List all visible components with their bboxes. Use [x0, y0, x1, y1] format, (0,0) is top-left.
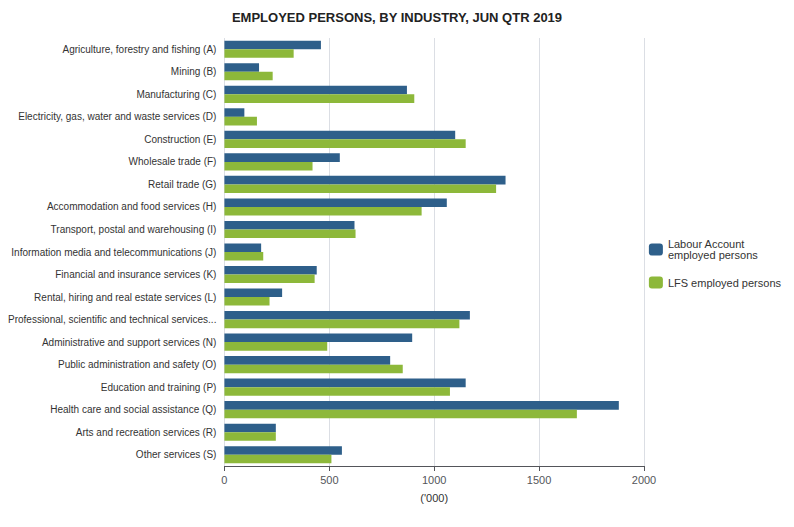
- svg-text:('000): ('000): [420, 492, 448, 504]
- svg-text:Mining (B): Mining (B): [171, 66, 217, 77]
- svg-text:Manufacturing (C): Manufacturing (C): [136, 89, 216, 100]
- svg-text:Rental, hiring and real estate: Rental, hiring and real estate services …: [34, 292, 216, 303]
- svg-text:Administrative and support ser: Administrative and support services (N): [42, 337, 217, 348]
- svg-text:500: 500: [320, 474, 338, 486]
- svg-text:Wholesale trade (F): Wholesale trade (F): [129, 156, 217, 167]
- svg-text:Health care and social assista: Health care and social assistance (Q): [50, 404, 216, 415]
- svg-text:Public administration and safe: Public administration and safety (O): [58, 359, 216, 370]
- svg-text:1500: 1500: [527, 474, 551, 486]
- svg-text:Retail trade (G): Retail trade (G): [148, 179, 216, 190]
- svg-text:employed persons: employed persons: [668, 249, 758, 261]
- svg-text:0: 0: [221, 474, 227, 486]
- svg-text:Arts and recreation services (: Arts and recreation services (R): [76, 427, 217, 438]
- svg-text:LFS employed persons: LFS employed persons: [668, 277, 782, 289]
- svg-text:Transport, postal and warehous: Transport, postal and warehousing (I): [51, 224, 217, 235]
- svg-text:Electricity, gas, water and wa: Electricity, gas, water and waste servic…: [18, 111, 216, 122]
- svg-text:Labour Account: Labour Account: [667, 238, 745, 250]
- svg-text:Accommodation and food service: Accommodation and food services (H): [47, 201, 217, 212]
- svg-text:EMPLOYED PERSONS, BY INDUSTRY,: EMPLOYED PERSONS, BY INDUSTRY, JUN QTR 2…: [232, 10, 562, 25]
- svg-text:Construction (E): Construction (E): [144, 134, 216, 145]
- svg-text:Agriculture, forestry and fish: Agriculture, forestry and fishing (A): [62, 44, 216, 55]
- svg-text:Other services (S): Other services (S): [136, 449, 217, 460]
- svg-text:1000: 1000: [422, 474, 446, 486]
- svg-text:Financial and insurance servic: Financial and insurance services (K): [55, 269, 216, 280]
- svg-text:Information media and telecomm: Information media and telecommunications…: [11, 247, 216, 258]
- svg-text:Education and training (P): Education and training (P): [101, 382, 217, 393]
- svg-text:2000: 2000: [632, 474, 656, 486]
- svg-text:Professional, scientific and t: Professional, scientific and technical s…: [8, 314, 216, 325]
